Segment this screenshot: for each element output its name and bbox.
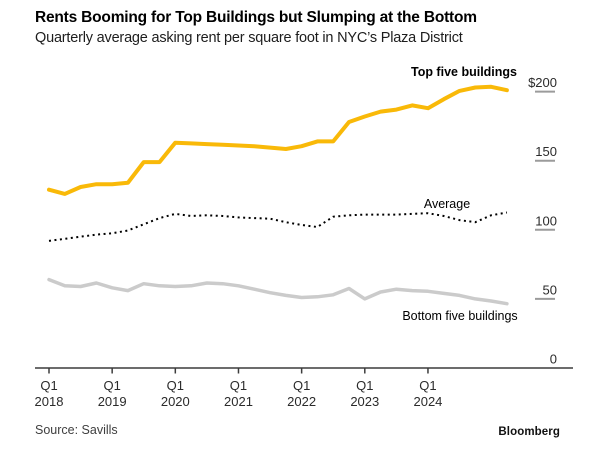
chart-title: Rents Booming for Top Buildings but Slum… bbox=[35, 9, 477, 26]
source-label: Source: Savills bbox=[35, 423, 118, 437]
x-axis-tick-label-quarter: Q1 bbox=[103, 378, 120, 393]
y-axis-tick-label: 0 bbox=[550, 352, 557, 367]
x-axis-tick-label-quarter: Q1 bbox=[40, 378, 57, 393]
x-axis-tick-label-year: 2018 bbox=[35, 394, 64, 409]
x-axis-tick-label-quarter: Q1 bbox=[293, 378, 310, 393]
x-axis-tick-label-year: 2022 bbox=[287, 394, 316, 409]
x-axis-tick-label-year: 2020 bbox=[161, 394, 190, 409]
series-label-top: Top five buildings bbox=[411, 65, 517, 79]
x-axis-tick-label-quarter: Q1 bbox=[419, 378, 436, 393]
chart-subtitle: Quarterly average asking rent per square… bbox=[35, 30, 463, 46]
bloomberg-logo: Bloomberg bbox=[498, 426, 560, 438]
y-axis-tick-label: 150 bbox=[535, 144, 557, 159]
series-label-bottom: Bottom five buildings bbox=[402, 309, 517, 323]
x-axis-tick-label-year: 2024 bbox=[413, 394, 442, 409]
y-axis-tick-label: 50 bbox=[543, 282, 557, 297]
series-line-average bbox=[48, 211, 508, 242]
series-label-average: Average bbox=[424, 197, 470, 211]
x-axis-tick-label-year: 2019 bbox=[98, 394, 127, 409]
x-axis-tick-label-year: 2021 bbox=[224, 394, 253, 409]
series-line-bottom bbox=[47, 277, 509, 306]
x-axis-tick-label-quarter: Q1 bbox=[167, 378, 184, 393]
y-axis-tick-label: 100 bbox=[535, 213, 557, 228]
x-axis-tick-label-year: 2023 bbox=[350, 394, 379, 409]
x-axis-tick-label-quarter: Q1 bbox=[230, 378, 247, 393]
y-axis-tick-label: $200 bbox=[528, 75, 557, 90]
series-line-top bbox=[47, 84, 509, 196]
x-axis-tick-label-quarter: Q1 bbox=[356, 378, 373, 393]
